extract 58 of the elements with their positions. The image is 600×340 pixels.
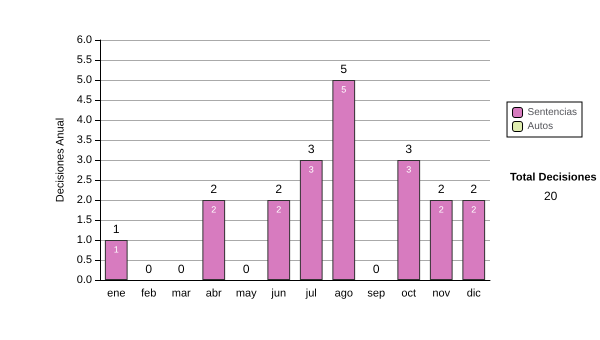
y-tick-label: 0.5 (76, 254, 92, 266)
x-tick-label: oct (401, 288, 416, 300)
y-tick-label: 5.0 (76, 74, 92, 86)
x-tick-label: feb (141, 288, 156, 300)
total-label: 3 (308, 142, 315, 156)
total-label: 0 (242, 262, 250, 276)
total-label: 0 (145, 262, 152, 276)
total-label: 0 (178, 262, 185, 276)
data-label: 3 (308, 164, 314, 174)
legend-label: Sentencias (528, 107, 578, 118)
data-label: 2 (438, 204, 444, 214)
y-tick-label: 3.5 (76, 134, 92, 146)
x-tick-label: may (236, 288, 258, 300)
total-label: 2 (275, 182, 282, 196)
data-label: 3 (406, 164, 412, 174)
total-label: 2 (210, 182, 218, 196)
data-label: 1 (114, 244, 119, 254)
text: 20 (544, 189, 558, 203)
x-tick-label: sep (367, 288, 386, 300)
y-tick-label: 2.0 (76, 194, 92, 206)
y-tick-label: 3.0 (76, 154, 92, 166)
y-axis-title: Decisiones Anual (54, 118, 66, 202)
total-label: 1 (112, 222, 120, 236)
bar (104, 240, 128, 280)
x-tick-label: nov (432, 288, 451, 300)
data-label: 2 (276, 204, 282, 214)
y-tick-label: 4.0 (76, 114, 92, 126)
x-tick-label: dic (466, 288, 482, 300)
text: Total Decisiones (510, 172, 597, 184)
bar (430, 200, 453, 280)
bar (462, 200, 486, 280)
y-tick-label: 4.5 (76, 94, 92, 106)
x-tick-label: jun (270, 288, 286, 300)
bar (267, 200, 290, 280)
y-tick-label: 5.5 (76, 54, 92, 66)
bar (202, 200, 226, 280)
bar (397, 160, 420, 280)
x-tick-label: abr (206, 288, 222, 300)
y-tick-label: 2.5 (76, 174, 92, 186)
bar (332, 80, 356, 280)
data-label: 5 (341, 84, 346, 94)
total-label: 5 (340, 62, 348, 76)
total-label: 0 (372, 262, 380, 276)
total-label: 2 (470, 182, 478, 196)
legend-label: Autos (528, 121, 554, 132)
y-tick-label: 1.5 (76, 214, 92, 226)
x-tick-label: mar (172, 288, 192, 300)
bar (300, 160, 323, 280)
y-tick-label: 0.0 (76, 274, 92, 286)
data-label: 2 (211, 204, 216, 214)
y-tick-label: 1.0 (76, 234, 92, 246)
x-tick-label: jul (304, 288, 317, 300)
total-label: 2 (438, 182, 445, 196)
total-label: 3 (405, 142, 412, 156)
y-tick-label: 6.0 (76, 34, 92, 46)
data-label: 2 (471, 204, 476, 214)
x-tick-label: ago (334, 288, 353, 300)
x-tick-label: ene (107, 288, 126, 300)
